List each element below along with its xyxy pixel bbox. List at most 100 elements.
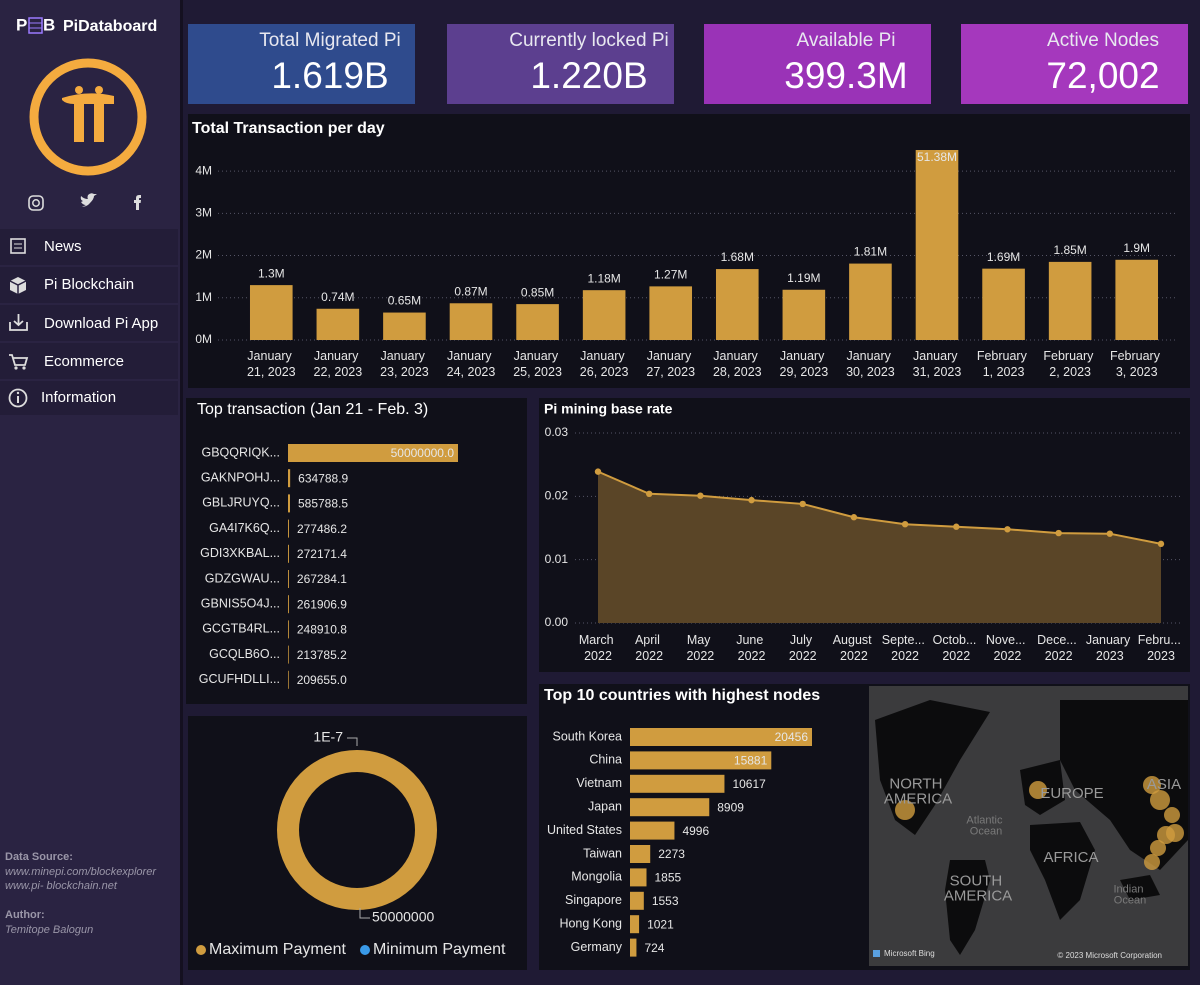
- y-tick-label: GAKNPOHJ...: [201, 470, 280, 484]
- author-heading: Author:: [5, 909, 45, 921]
- kpi-label: Currently locked Pi: [509, 30, 668, 51]
- nav-icon-wheel[interactable]: [14, 366, 18, 370]
- map-bubble: [895, 800, 915, 820]
- point: [1055, 529, 1062, 537]
- y-tick-label: GA4I7K6Q...: [209, 521, 280, 535]
- nav-information[interactable]: Information: [0, 381, 178, 415]
- kpi-label: Available Pi: [797, 30, 896, 51]
- leader-line: [359, 908, 370, 919]
- social-facebook[interactable]: [134, 195, 141, 210]
- map-label: EUROPE: [1040, 785, 1103, 802]
- legend-swatch: [360, 945, 370, 955]
- x-tick-label: Nove... 2022: [986, 633, 1029, 663]
- bar: [288, 645, 289, 664]
- kpi-value: 399.3M: [784, 55, 907, 96]
- map-label: SOUTH AMERICA: [944, 872, 1012, 904]
- data-label: 209655.0: [297, 673, 347, 687]
- bar: [630, 915, 640, 934]
- y-tick-label: Hong Kong: [559, 916, 622, 930]
- x-tick-label: January 27, 2023: [646, 349, 695, 379]
- data-label: 634788.9: [298, 471, 348, 485]
- bar: [288, 469, 291, 488]
- x-tick-label: January 22, 2023: [314, 349, 363, 379]
- legend-label: Minimum Payment: [373, 941, 506, 958]
- bar: [630, 751, 772, 770]
- nav-label[interactable]: Information: [41, 389, 116, 406]
- bar: [630, 774, 725, 793]
- nav-label[interactable]: News: [44, 238, 82, 255]
- social-instagram[interactable]: [28, 195, 44, 211]
- data-label: 1.27M: [654, 268, 687, 282]
- x-tick-label: January 26, 2023: [580, 349, 629, 379]
- source-heading: Data Source:: [5, 851, 73, 863]
- y-tick-label: China: [589, 753, 622, 767]
- x-tick-label: Octob... 2022: [933, 633, 980, 663]
- nav-download[interactable]: Download Pi App: [0, 305, 178, 341]
- nav-icon-wheel[interactable]: [22, 366, 26, 370]
- y-tick-label: 4M: [195, 163, 212, 177]
- nav-icon[interactable]: [9, 314, 28, 331]
- nav-news[interactable]: News: [0, 229, 178, 265]
- bar: [1048, 261, 1092, 340]
- point: [1157, 540, 1165, 548]
- x-tick-label: January 25, 2023: [513, 349, 562, 379]
- x-tick-label: February 2, 2023: [1043, 349, 1097, 379]
- nav-item[interactable]: [0, 381, 178, 415]
- logo-dot: [95, 86, 103, 94]
- panel: [188, 114, 1190, 388]
- kpi-value: 72,002: [1046, 55, 1159, 96]
- y-tick-label: Singapore: [565, 893, 622, 907]
- nav-blockchain[interactable]: Pi Blockchain: [0, 267, 178, 303]
- kpi-label: Total Migrated Pi: [259, 30, 401, 51]
- y-tick-label: GDI3XKBAL...: [200, 546, 280, 560]
- data-label: 1.85M: [1053, 243, 1086, 257]
- nav-icon[interactable]: [8, 388, 28, 408]
- nav-label[interactable]: Ecommerce: [44, 353, 124, 370]
- instagram-lens[interactable]: [32, 199, 40, 207]
- nav-item[interactable]: [0, 229, 178, 265]
- bar: [516, 304, 559, 340]
- social-twitter[interactable]: [80, 193, 97, 207]
- kpi-card: [704, 24, 931, 104]
- y-tick-label: GCQLB6O...: [209, 647, 280, 661]
- bars: [249, 150, 1159, 340]
- y-tick-label: 0.00: [545, 615, 569, 629]
- data-label: 213785.2: [297, 648, 347, 662]
- nav-icon[interactable]: [9, 354, 29, 366]
- map-land: [1060, 700, 1188, 870]
- nav-label[interactable]: Pi Blockchain: [44, 276, 134, 293]
- data-label: 4996: [682, 824, 709, 838]
- nav-icon-dot[interactable]: [16, 391, 20, 395]
- nav-icon-line[interactable]: [9, 280, 27, 294]
- nav-ecommerce[interactable]: Ecommerce: [0, 343, 178, 379]
- y-tick-label: GBLJRUYQ...: [202, 496, 280, 510]
- point: [645, 490, 653, 497]
- instagram-icon[interactable]: [28, 195, 44, 211]
- nav-item[interactable]: [0, 305, 178, 341]
- x-tick-label: January 28, 2023: [713, 349, 762, 379]
- y-tick-label: Vietnam: [576, 776, 622, 790]
- bing-logo: [873, 950, 880, 957]
- nav-label[interactable]: Download Pi App: [44, 315, 158, 332]
- kpi-value: 1.619B: [271, 55, 388, 96]
- bar: [449, 303, 493, 340]
- chart-title: Top 10 countries with highest nodes: [544, 687, 820, 704]
- y-tick-label: GCUFHDLLI...: [199, 672, 280, 686]
- bar: [630, 938, 637, 957]
- y-tick-label: GBQQRIQK...: [202, 445, 281, 459]
- data-label: 20456: [775, 730, 809, 744]
- y-tick-label: Mongolia: [571, 870, 622, 884]
- data-label: 1021: [647, 917, 674, 931]
- y-tick-label: 0M: [195, 332, 212, 346]
- chart-title: Pi mining base rate: [544, 401, 673, 417]
- nav-icon[interactable]: [10, 238, 26, 254]
- nav-item[interactable]: [0, 267, 178, 303]
- bar: [288, 494, 290, 513]
- nav-item[interactable]: [0, 343, 178, 379]
- data-label: 248910.8: [297, 623, 347, 637]
- data-label: 1.81M: [854, 245, 887, 259]
- data-label: 51.38M: [917, 150, 957, 164]
- bar: [582, 290, 626, 340]
- map-bubble: [1029, 781, 1047, 799]
- map-copyright: © 2023 Microsoft Corporation: [1057, 951, 1162, 960]
